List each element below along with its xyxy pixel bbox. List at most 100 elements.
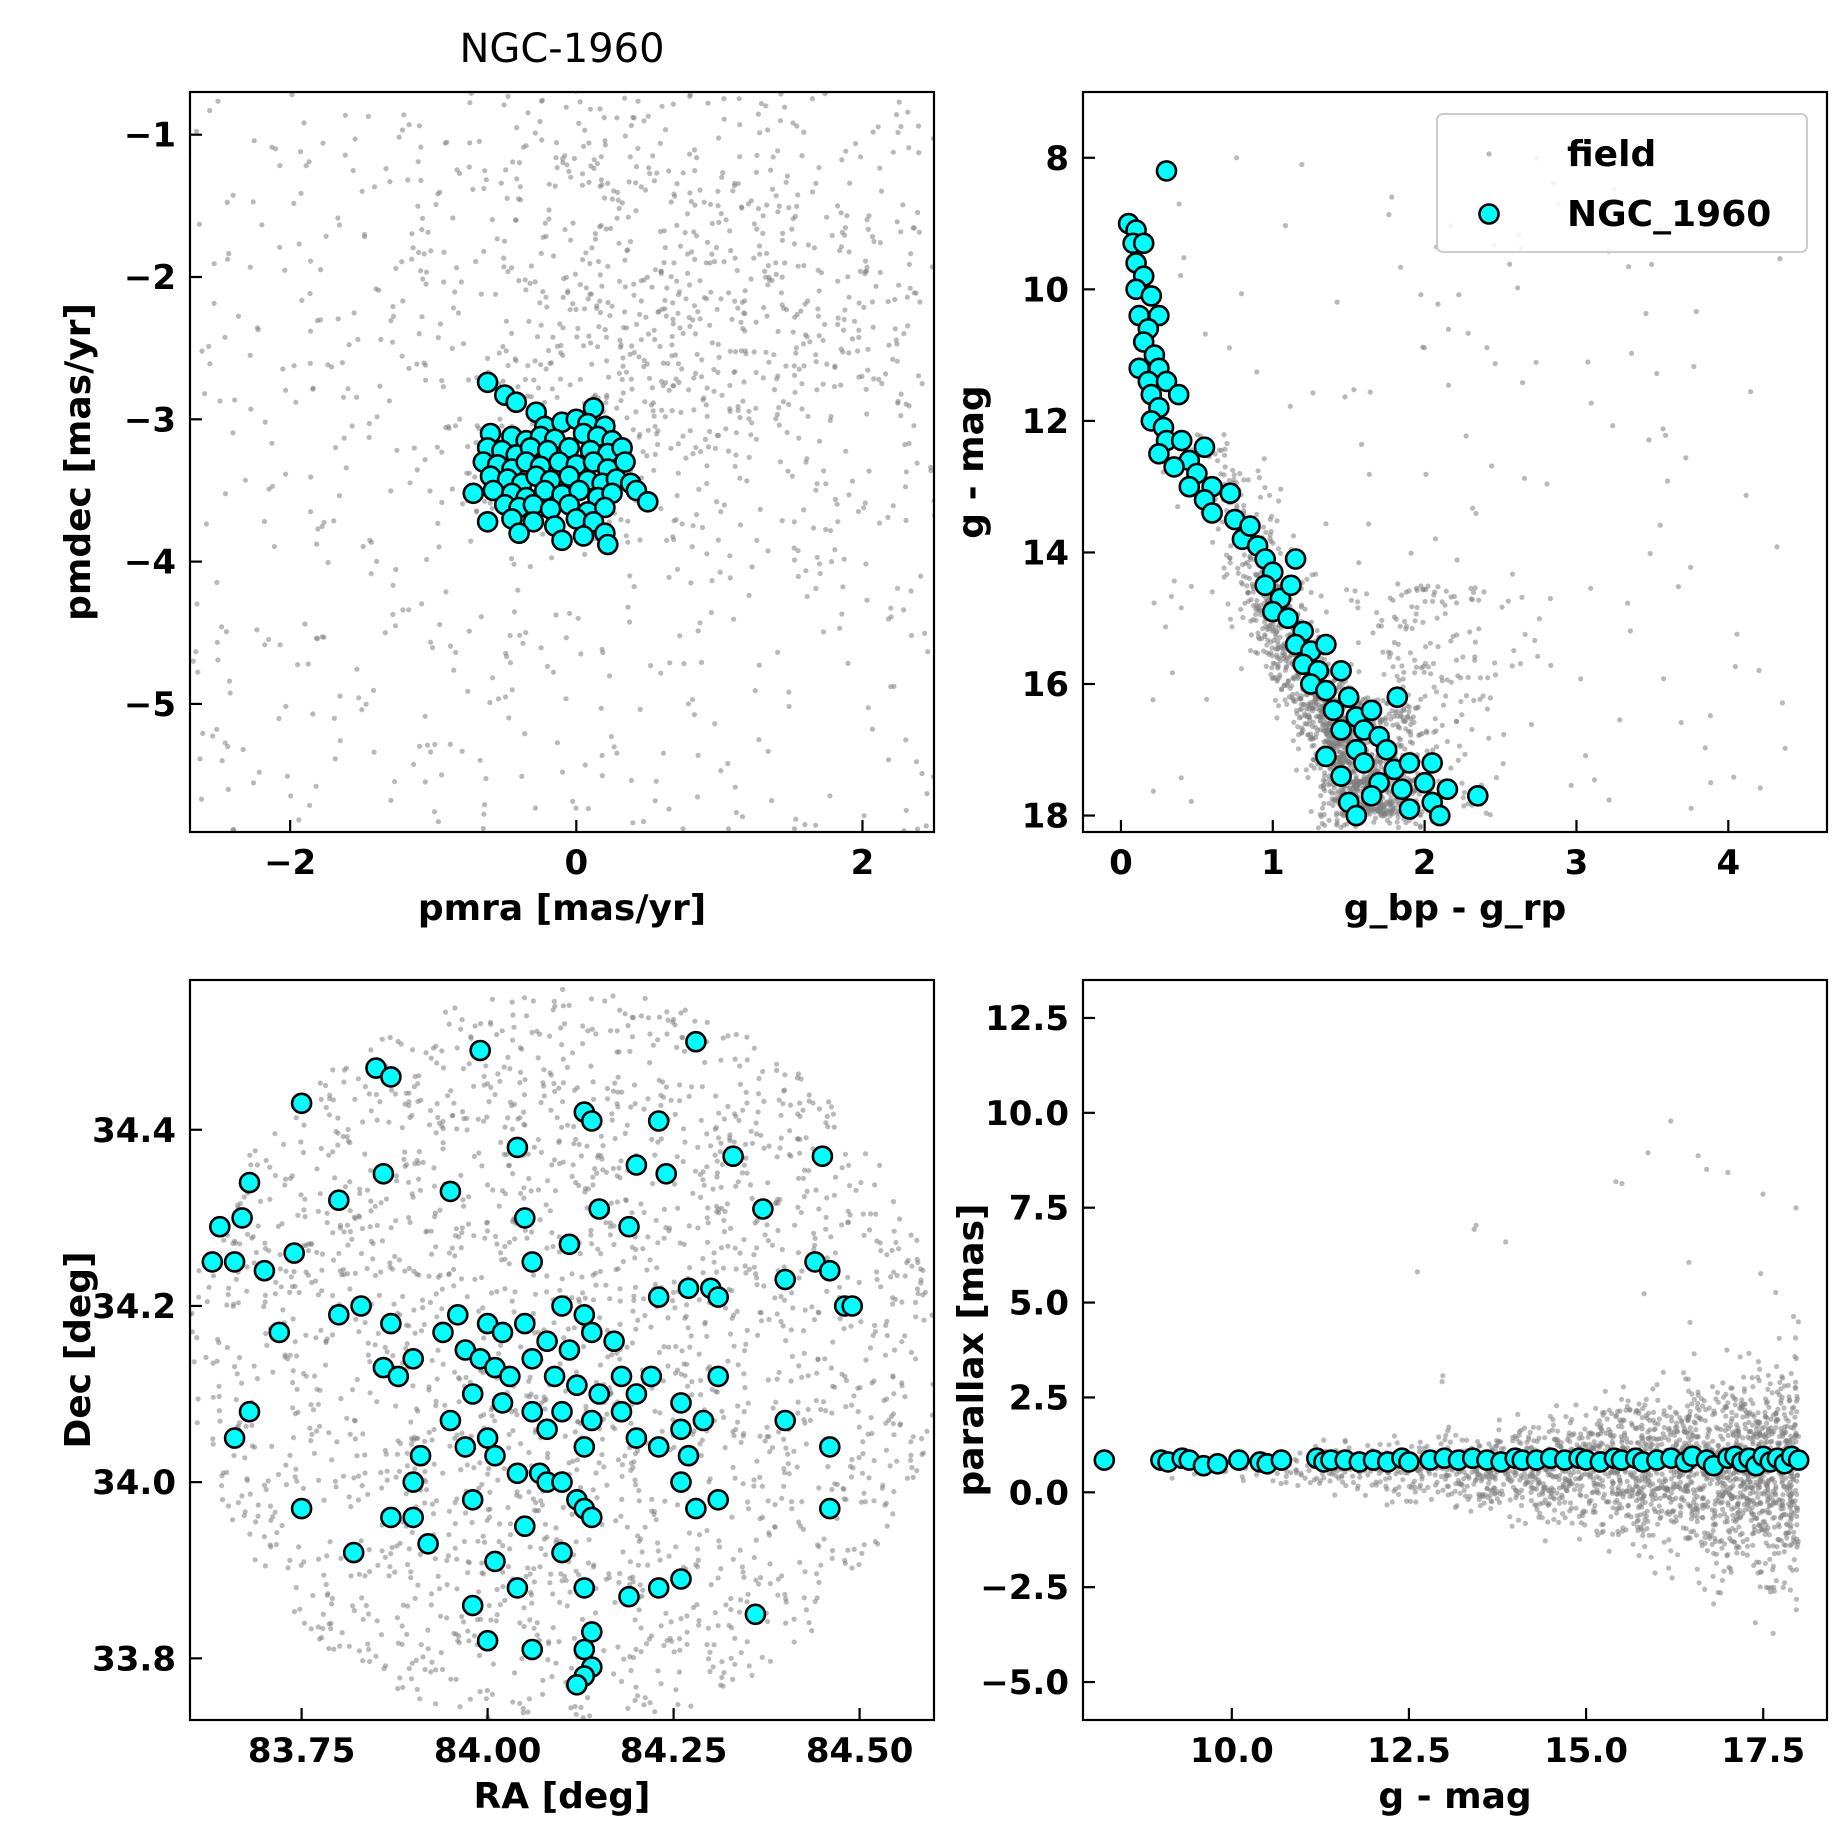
field-point bbox=[677, 633, 683, 639]
field-point bbox=[615, 197, 621, 203]
field-point bbox=[1329, 790, 1335, 796]
field-point bbox=[1352, 588, 1358, 594]
field-point bbox=[1313, 714, 1319, 720]
field-point bbox=[531, 1579, 538, 1585]
field-point bbox=[588, 340, 594, 346]
field-point bbox=[715, 188, 721, 194]
field-point bbox=[762, 1232, 768, 1238]
field-point bbox=[443, 589, 449, 595]
field-point bbox=[482, 168, 488, 174]
field-point bbox=[460, 501, 466, 507]
field-point bbox=[1261, 524, 1267, 530]
field-point bbox=[765, 548, 771, 554]
field-point bbox=[314, 636, 321, 642]
field-point bbox=[510, 1012, 516, 1018]
field-point bbox=[741, 1409, 747, 1415]
field-point bbox=[746, 416, 752, 422]
field-point bbox=[331, 518, 337, 524]
field-point bbox=[503, 318, 509, 324]
field-point bbox=[499, 1028, 505, 1034]
field-point bbox=[379, 1238, 385, 1244]
field-point bbox=[372, 1342, 378, 1348]
field-point bbox=[480, 1369, 486, 1376]
field-point bbox=[262, 419, 268, 425]
field-point bbox=[577, 99, 583, 105]
field-point bbox=[716, 135, 722, 141]
field-point bbox=[1415, 704, 1421, 710]
field-point bbox=[1460, 654, 1466, 660]
field-point bbox=[377, 383, 383, 389]
field-point bbox=[674, 566, 681, 572]
field-point bbox=[321, 1572, 327, 1578]
field-point bbox=[502, 1243, 508, 1250]
field-point bbox=[266, 1248, 272, 1254]
field-point bbox=[346, 1494, 352, 1500]
field-point bbox=[902, 1394, 908, 1400]
field-point bbox=[762, 268, 768, 274]
field-point bbox=[390, 611, 396, 618]
field-point bbox=[1468, 585, 1474, 592]
field-point bbox=[1321, 786, 1327, 792]
field-point bbox=[367, 1224, 373, 1230]
field-point bbox=[344, 1415, 350, 1421]
field-point bbox=[542, 1552, 549, 1558]
field-point bbox=[461, 341, 467, 347]
field-point bbox=[554, 740, 561, 746]
field-point bbox=[757, 1474, 763, 1480]
field-point bbox=[638, 184, 644, 190]
field-point bbox=[718, 509, 724, 515]
field-point bbox=[690, 523, 696, 529]
field-point bbox=[296, 241, 302, 247]
field-point bbox=[795, 1136, 801, 1142]
field-point bbox=[753, 436, 759, 442]
field-point bbox=[366, 1611, 372, 1617]
field-point bbox=[409, 1047, 416, 1053]
field-point bbox=[1756, 667, 1762, 674]
field-point bbox=[483, 177, 489, 183]
field-point bbox=[217, 398, 223, 404]
field-point bbox=[928, 468, 934, 474]
field-point bbox=[568, 174, 574, 180]
field-point bbox=[573, 1369, 580, 1375]
member-point bbox=[505, 391, 528, 414]
field-point bbox=[1263, 529, 1269, 535]
field-point bbox=[827, 417, 833, 423]
field-point bbox=[887, 1463, 893, 1469]
field-point bbox=[230, 827, 236, 832]
field-point bbox=[678, 409, 684, 415]
field-point bbox=[803, 1607, 810, 1613]
field-point bbox=[1371, 819, 1377, 825]
field-point bbox=[965, 231, 970, 236]
field-point bbox=[673, 376, 679, 382]
field-point bbox=[615, 189, 621, 195]
field-point bbox=[585, 1186, 591, 1192]
field-point bbox=[194, 1335, 200, 1341]
field-point bbox=[1276, 703, 1282, 709]
field-point bbox=[568, 1705, 574, 1711]
field-point bbox=[406, 1099, 412, 1105]
field-point bbox=[734, 267, 740, 274]
y-tick-label: −3 bbox=[124, 400, 176, 440]
field-point bbox=[727, 1132, 733, 1138]
field-point bbox=[777, 118, 784, 124]
member-point bbox=[572, 525, 595, 547]
field-point bbox=[671, 537, 677, 543]
field-point bbox=[435, 520, 441, 527]
field-point bbox=[1237, 471, 1243, 477]
field-point bbox=[712, 721, 718, 727]
field-point bbox=[551, 1080, 557, 1087]
field-point bbox=[597, 309, 604, 316]
field-point bbox=[797, 1559, 803, 1565]
field-point bbox=[307, 1425, 313, 1431]
field-point bbox=[494, 1031, 500, 1038]
field-point bbox=[790, 1305, 796, 1311]
field-point bbox=[898, 391, 904, 397]
field-point bbox=[1394, 810, 1400, 817]
field-point bbox=[549, 386, 555, 392]
field-point bbox=[1528, 721, 1534, 728]
field-point bbox=[498, 1250, 504, 1256]
field-point bbox=[838, 244, 845, 250]
field-point bbox=[1399, 663, 1405, 669]
field-point bbox=[718, 211, 724, 217]
field-point bbox=[1322, 822, 1328, 828]
